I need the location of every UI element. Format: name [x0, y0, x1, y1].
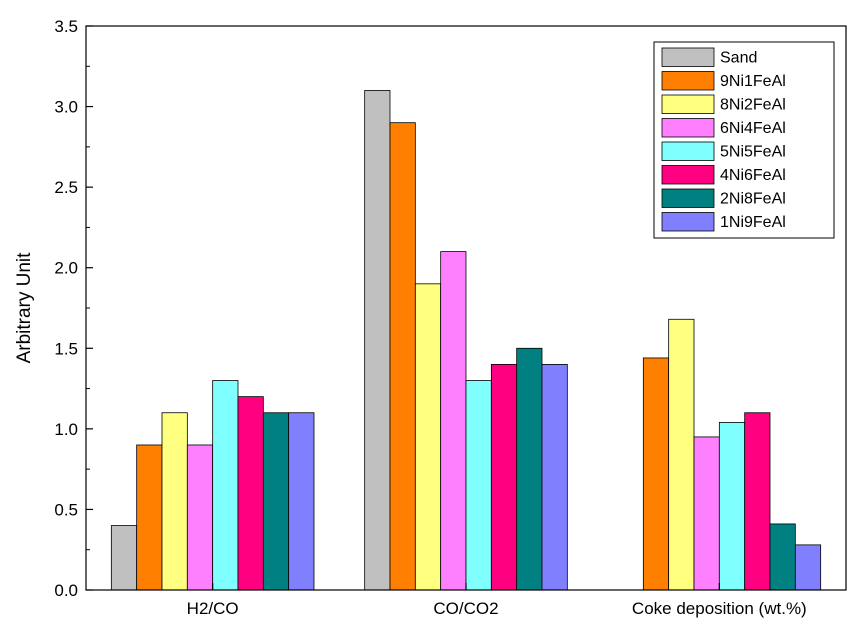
legend-label: 6Ni4FeAl: [720, 120, 786, 137]
legend-swatch: [661, 165, 715, 185]
legend-swatch: [661, 188, 715, 208]
x-tick-label: Coke deposition (wt.%): [632, 599, 807, 618]
legend-label: 9Ni1FeAl: [720, 73, 786, 90]
y-tick-label: 2.5: [54, 178, 78, 197]
bar: [668, 318, 695, 591]
bar: [465, 380, 492, 591]
bar: [642, 357, 670, 591]
bar: [794, 544, 822, 591]
y-tick-label: 0.0: [54, 581, 78, 600]
bar: [136, 444, 163, 591]
bar: [364, 90, 391, 591]
y-tick-label: 1.5: [54, 339, 78, 358]
legend-label: Sand: [720, 50, 757, 67]
bar: [769, 523, 796, 591]
bar: [161, 412, 188, 591]
bar: [516, 347, 543, 591]
legend-label: 4Ni6FeAl: [720, 167, 786, 184]
y-tick-label: 0.5: [54, 500, 78, 519]
bar: [389, 122, 416, 591]
legend-label: 8Ni2FeAl: [720, 97, 786, 114]
y-tick-label: 2.0: [54, 259, 78, 278]
bar: [541, 363, 568, 591]
x-axis: H2/CO CO/CO2 Coke deposition (wt.%): [187, 583, 807, 618]
bar: [212, 380, 239, 591]
x-tick-label: CO/CO2: [433, 599, 498, 618]
x-tick-label: H2/CO: [187, 599, 239, 618]
legend-label: 5Ni5FeAl: [720, 144, 786, 161]
bar: [186, 444, 214, 591]
legend-swatch: [661, 94, 715, 114]
bar: [744, 412, 771, 591]
bar: [718, 422, 746, 591]
bar: [110, 525, 138, 591]
y-tick-label: 3.0: [54, 98, 78, 117]
legend-label: 2Ni8FeAl: [720, 191, 786, 208]
y-tick-label: 1.0: [54, 420, 78, 439]
legend-swatch: [661, 71, 715, 91]
bar: [693, 436, 720, 591]
y-axis-title: Arbitrary Unit: [14, 252, 35, 364]
y-axis: 0.0 0.5 1.0 1.5 2.0 2.5 3.0 3.5: [54, 17, 93, 600]
bar: [237, 396, 264, 591]
y-tick-label: 3.5: [54, 17, 78, 36]
legend-swatch: [661, 212, 715, 232]
bars-layer: [110, 90, 822, 591]
legend-swatch: [661, 118, 715, 138]
legend-label: 1Ni9FeAl: [720, 214, 786, 231]
bar: [262, 412, 290, 591]
legend: Sand 9Ni1FeAl 8Ni2FeAl 6Ni4FeAl 5Ni5FeAl 4Ni6…: [653, 41, 835, 239]
bar: [288, 412, 315, 591]
bar: [440, 251, 467, 591]
bar: [490, 363, 518, 591]
legend-swatch: [661, 47, 715, 67]
bar: [414, 283, 442, 591]
legend-swatch: [661, 141, 715, 161]
